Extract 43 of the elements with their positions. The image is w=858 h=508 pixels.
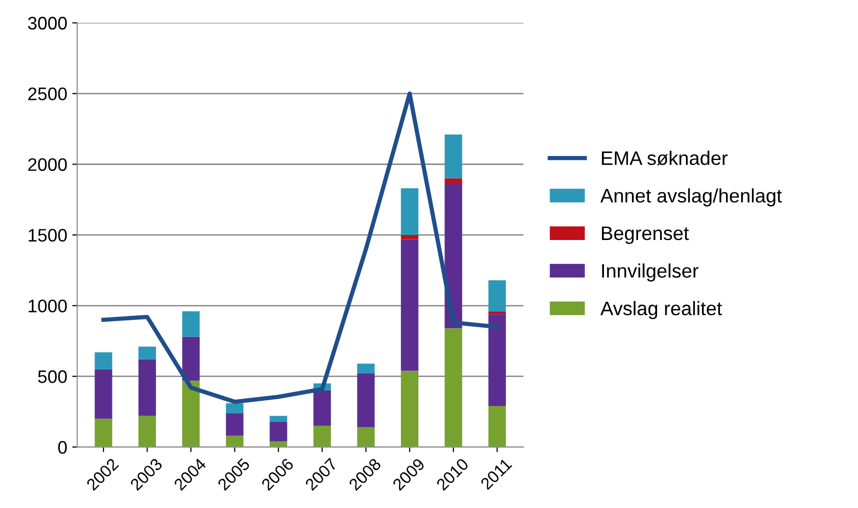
y-tick-label: 2000 xyxy=(28,158,67,171)
legend-label: Begrenset xyxy=(602,226,689,244)
bar xyxy=(94,369,112,419)
bar xyxy=(400,188,418,235)
bar xyxy=(400,239,418,371)
bar xyxy=(226,436,244,448)
bar xyxy=(488,406,506,448)
bar xyxy=(182,336,200,381)
bar xyxy=(357,364,375,374)
bar xyxy=(138,346,156,360)
bar xyxy=(94,352,112,370)
bar xyxy=(138,416,156,448)
legend-label: Avslag realitet xyxy=(600,301,722,320)
bar xyxy=(182,380,200,448)
line-series xyxy=(101,91,500,404)
bar xyxy=(488,280,506,312)
bar xyxy=(94,418,112,448)
y-tick-label: 2500 xyxy=(28,87,67,100)
bar xyxy=(357,427,375,448)
y-tick-label: 500 xyxy=(38,370,67,384)
bar xyxy=(270,422,288,442)
legend-label: EMA søknader xyxy=(602,150,728,166)
bar xyxy=(313,426,331,448)
bar xyxy=(444,184,462,328)
bar xyxy=(444,134,462,178)
y-tick-label: 1000 xyxy=(28,300,67,312)
bar xyxy=(488,314,506,406)
legend-label: Innvilgelser xyxy=(602,263,698,282)
y-tick-label: 3000 xyxy=(28,16,67,30)
y-tick-label: 0 xyxy=(58,440,67,454)
bar xyxy=(400,370,418,448)
bar xyxy=(270,416,288,422)
bar xyxy=(313,390,331,426)
bar xyxy=(226,403,244,414)
bar xyxy=(400,234,418,240)
y-tick-label: 1500 xyxy=(28,228,67,242)
bar xyxy=(226,413,244,436)
bar xyxy=(138,359,156,416)
bar xyxy=(182,311,200,337)
bar xyxy=(444,328,462,448)
legend-label: Annet avslag/henlagt xyxy=(600,188,782,206)
bar xyxy=(357,374,375,428)
bar xyxy=(444,178,462,184)
